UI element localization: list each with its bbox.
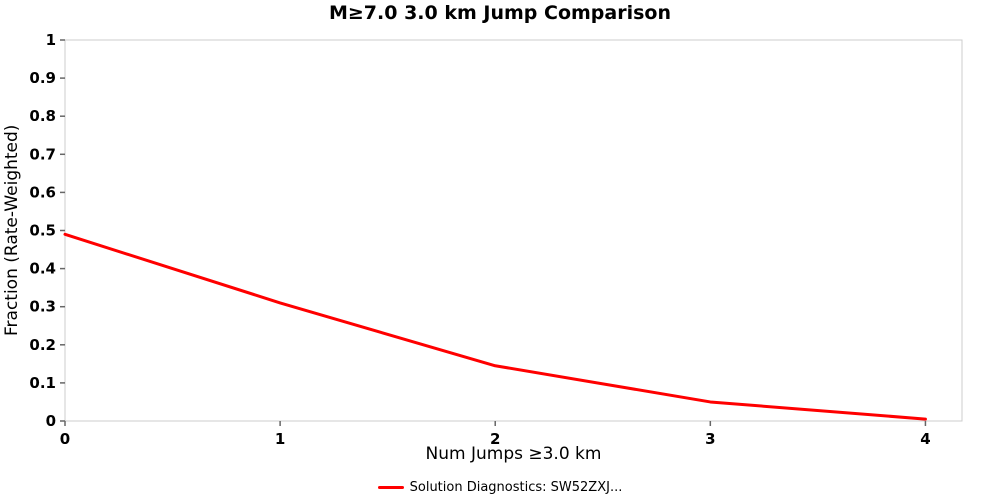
plot-border [64,39,963,422]
y-tick-label: 0.3 [29,298,56,316]
y-tick-label: 0.9 [29,69,56,87]
legend: Solution Diagnostics: SW52ZXJ... [0,480,1000,495]
x-tick-label: 4 [920,430,930,448]
y-tick-label: 1 [46,31,56,49]
x-tick-label: 1 [275,430,285,448]
y-tick-label: 0.1 [29,374,56,392]
y-tick-label: 0.2 [29,336,56,354]
y-tick-label: 0.4 [29,260,56,278]
legend-line-swatch [377,486,404,489]
x-tick-label: 3 [705,430,715,448]
x-tick-label: 2 [490,430,500,448]
y-tick-label: 0.7 [29,145,56,163]
chart-title: M≥7.0 3.0 km Jump Comparison [328,2,672,24]
y-tick-label: 0 [46,412,56,430]
plot-area: 0 0.1 0.2 0.3 0.4 0.5 0.6 0.7 0.8 0.9 1 0 1 2 3 4 [29,31,963,448]
series-line [63,232,927,421]
legend-series-label: Solution Diagnostics: SW52ZXJ... [409,480,623,495]
x-tick-label: 0 [60,430,70,448]
y-tick-label: 0.8 [29,107,56,125]
y-tick-label: 0.6 [29,183,56,201]
y-tick-label: 0.5 [29,222,56,240]
x-axis-label: Num Jumps ≥3.0 km [425,444,602,464]
